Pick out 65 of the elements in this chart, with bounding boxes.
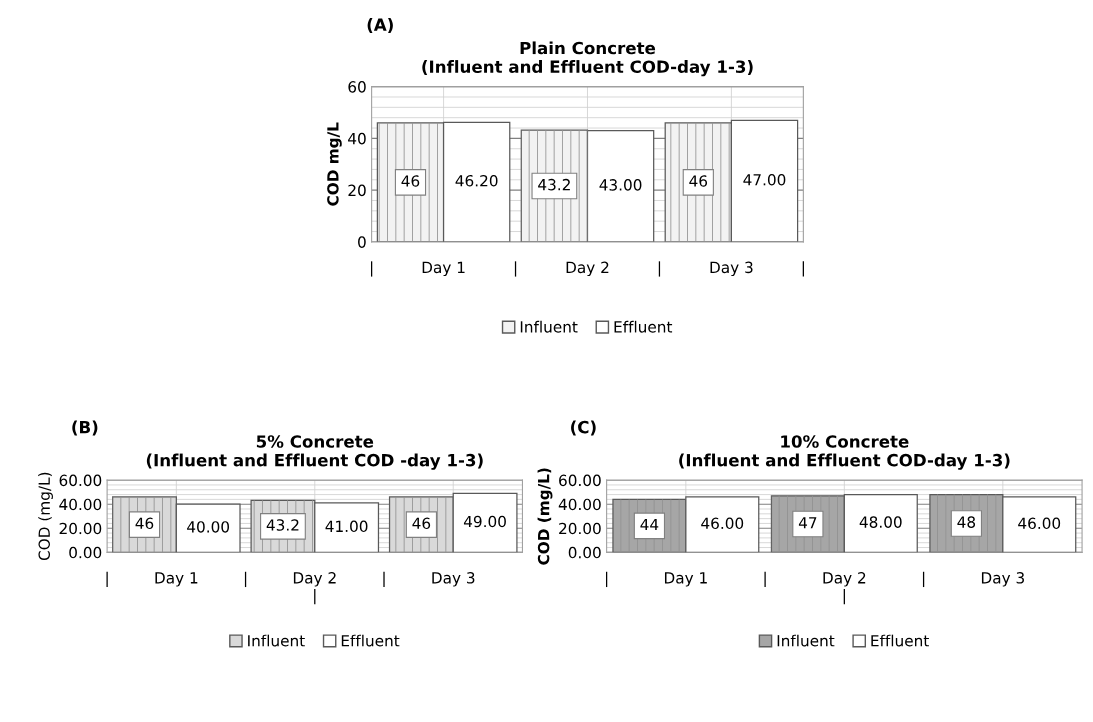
y-tick-label: 40.00	[59, 498, 102, 511]
data-label: 46.00	[1018, 517, 1061, 530]
y-tick-label: 60.00	[59, 474, 102, 487]
text: |	[922, 571, 925, 588]
legend-label: Influent	[248, 634, 305, 647]
data-label: 46	[401, 175, 420, 187]
y-tick-label: 0.00	[568, 546, 601, 559]
y-tick-label: 40.00	[558, 498, 601, 511]
text: |	[383, 571, 385, 588]
x-tick-label: Day 2 |	[823, 572, 866, 605]
y-tick-label: 60.00	[559, 474, 601, 487]
text: |	[802, 261, 804, 277]
text: |	[605, 571, 608, 588]
x-tick-label: Day 1	[155, 572, 198, 587]
text: |	[370, 261, 373, 277]
y-tick-label: 60	[348, 81, 366, 93]
y-tick-label: 20.00	[59, 522, 102, 535]
data-label: 48.00	[859, 516, 902, 528]
x-tick-label: Day 3	[981, 572, 1024, 587]
x-tick-label: Day 2	[566, 261, 609, 277]
data-label: 49.00	[463, 515, 506, 528]
data-label: 44	[640, 518, 659, 531]
text: (B)	[72, 420, 98, 436]
y-tick-label: 0.00	[69, 546, 102, 559]
text: |	[244, 571, 247, 588]
text: |	[106, 571, 108, 588]
x-tick-label: Day 1	[422, 261, 465, 277]
data-label: 46	[135, 517, 154, 530]
text: (A)	[367, 18, 393, 33]
data-label: 46	[412, 517, 431, 530]
data-label: 43.2	[538, 178, 570, 191]
data-label: 41.00	[325, 520, 368, 533]
text: (C)	[571, 420, 596, 436]
chart-title: Plain Concrete (Influent and Effluent COD-day 1-3)	[422, 41, 753, 77]
x-tick-label: Day 1	[664, 572, 707, 587]
data-label: 43.00	[599, 179, 642, 191]
y-tick-label: 0	[358, 236, 366, 248]
legend-label: Effluent	[614, 320, 673, 333]
x-tick-label: Day 2 |	[293, 572, 336, 605]
data-label: 48	[957, 516, 976, 528]
y-axis-title: COD mg/L	[327, 122, 342, 206]
data-label: 46.20	[455, 174, 498, 187]
data-label: 47	[798, 517, 817, 529]
y-axis-title: COD (mg/L)	[537, 468, 553, 565]
legend-label: Effluent	[341, 634, 400, 647]
y-tick-label: 20.00	[559, 522, 601, 535]
y-tick-label: 20	[348, 184, 366, 197]
data-label: 46.00	[701, 517, 744, 530]
y-tick-label: 40	[348, 132, 366, 145]
x-tick-label: Day 3	[432, 572, 475, 587]
data-label: 40.00	[187, 521, 230, 533]
chart-title: 5% Concrete (Influent and Effluent COD -day 1-3)	[146, 435, 483, 470]
y-axis-title: COD (mg/L)	[38, 472, 53, 561]
legend-label: Effluent	[871, 634, 929, 647]
chart-title: 10% Concrete (Influent and Effluent COD-day 1-3)	[679, 435, 1010, 470]
text: |	[514, 261, 517, 277]
data-label: 43.2	[266, 519, 299, 531]
data-label: 46	[689, 175, 708, 187]
text: |	[658, 261, 661, 277]
data-label: 47.00	[743, 173, 786, 186]
text: |	[764, 571, 766, 588]
bar	[314, 502, 380, 553]
x-tick-label: Day 3	[710, 261, 753, 277]
legend-label: Influent	[520, 320, 578, 333]
legend-label: Influent	[777, 634, 835, 647]
